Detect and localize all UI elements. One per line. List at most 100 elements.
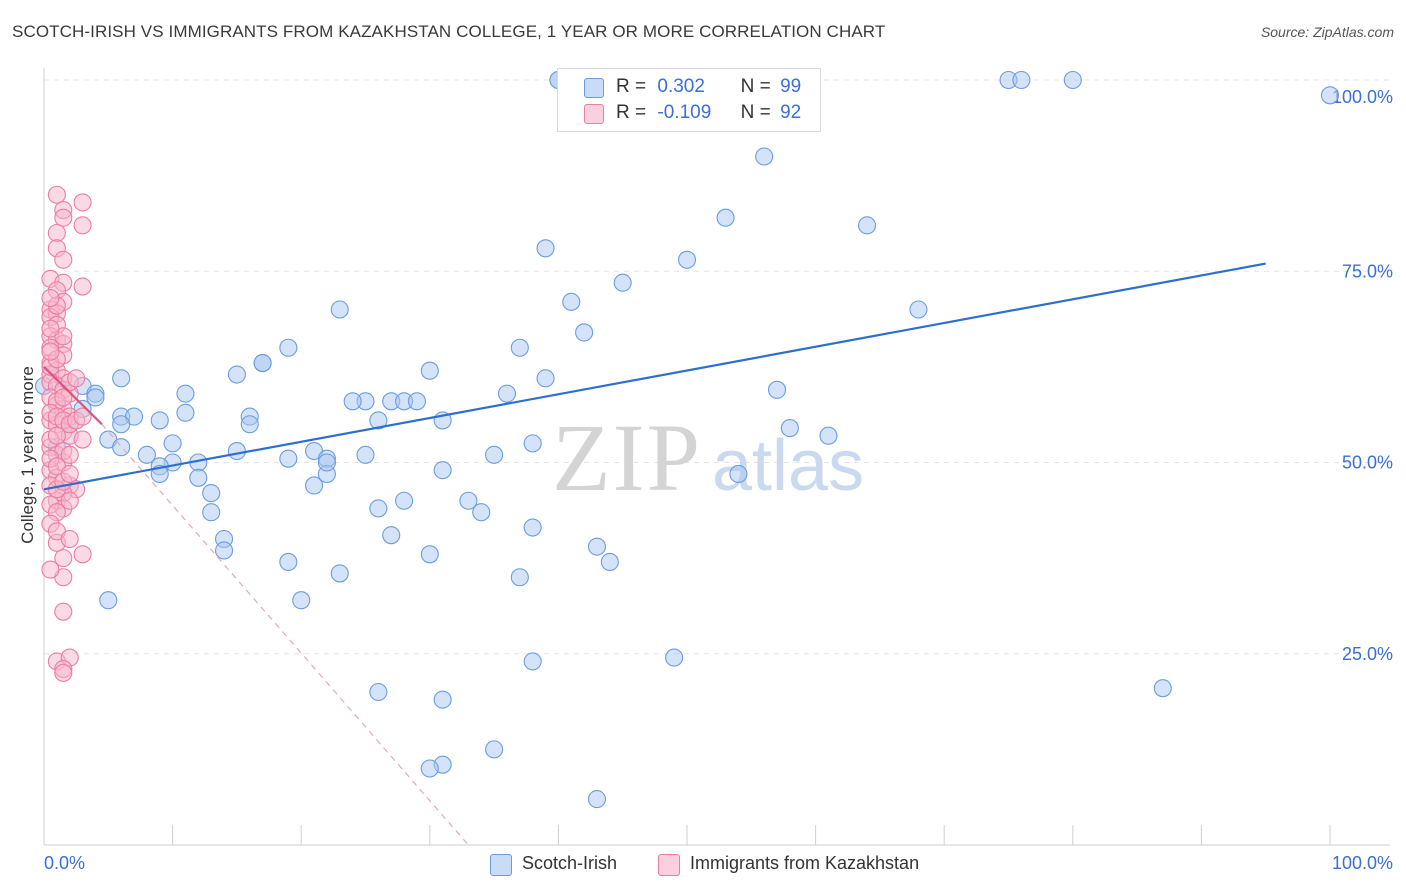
scotch-irish-point [1153, 679, 1172, 698]
x-tick-label: 0.0% [44, 853, 85, 873]
x-tick-label: 100.0% [1332, 853, 1393, 873]
scotch-irish-point [536, 239, 555, 258]
legend-text-kazakhstan: R = -0.109 N = 92 [616, 102, 801, 124]
scotch-irish-point [523, 434, 542, 453]
kazakhstan-point [60, 464, 79, 484]
scotch-irish-point [202, 484, 221, 503]
kazakhstan-point [54, 602, 73, 621]
scotch-irish-point [382, 526, 401, 545]
legend-n-label: N = [740, 76, 771, 97]
scotch-irish-trend-line [43, 262, 1266, 491]
kazakhstan-point [60, 529, 79, 549]
kazakhstan-point [41, 288, 60, 308]
scotch-irish-point [575, 323, 594, 342]
scotch-irish-point [330, 564, 349, 583]
y-tick-label: 25.0% [1342, 644, 1393, 664]
chart-title: SCOTCH-IRISH VS IMMIGRANTS FROM KAZAKHST… [12, 22, 886, 41]
source-label: Source: ZipAtlas.com [1260, 24, 1394, 40]
kazakhstan-point [54, 388, 73, 407]
kazakhstan-point [41, 319, 60, 338]
kazakhstan-point [60, 445, 79, 464]
scotch-irish-point [356, 445, 375, 464]
kazakhstan-point [73, 277, 92, 296]
scotch-irish-point [240, 415, 259, 434]
scotch-irish-point [819, 426, 838, 445]
legend-n-value: 99 [780, 76, 802, 97]
kazakhstan-point [73, 407, 92, 426]
scotch-irish-point [767, 380, 787, 399]
kazakhstan-point [54, 663, 73, 682]
scotch-irish-point [485, 740, 504, 759]
kazakhstan-point [54, 208, 73, 227]
scotch-irish-point [163, 434, 182, 453]
scotch-irish-point [1063, 70, 1082, 90]
scotch-irish-point [909, 300, 928, 319]
y-tick-label: 100.0% [1332, 87, 1393, 107]
scotch-irish-point [189, 468, 208, 487]
kazakhstan-point [73, 193, 92, 212]
kazakhstan-point [47, 223, 66, 243]
kazakhstan-point [73, 216, 92, 235]
kazakhstan-point [73, 430, 92, 449]
watermark-zip: ZIP [552, 404, 702, 511]
scotch-irish-point [600, 552, 619, 572]
scotch-irish-point [99, 591, 118, 610]
kazakhstan-point [54, 549, 73, 568]
kazakhstan-point [41, 342, 60, 361]
scotch-irish-point [407, 392, 426, 411]
scotch-irish-point [857, 216, 877, 235]
scotch-irish-point [472, 503, 491, 522]
scotch-irish-point [459, 491, 478, 510]
scotch-irish-point [587, 537, 607, 556]
scotch-irish-point [369, 411, 388, 430]
legend-swatch-pink [584, 104, 604, 124]
scotch-irish-point [369, 499, 388, 518]
scotch-irish-point [292, 591, 311, 610]
kazakhstan-trend-extension [101, 423, 469, 846]
kazakhstan-point [47, 426, 66, 445]
scotch-irish-point [613, 273, 632, 292]
scotch-irish-point [279, 449, 298, 468]
kazakhstan-trend-line [43, 366, 103, 426]
kazakhstan-point [60, 491, 79, 510]
scotch-irish-point [677, 250, 697, 269]
scotch-irish-point [176, 403, 195, 422]
scotch-irish-point [279, 552, 298, 572]
legend-r-label: R = [616, 102, 647, 123]
scotch-irish-point [112, 415, 131, 434]
y-tick-label: 75.0% [1342, 261, 1393, 281]
kazakhstan-point [73, 545, 92, 564]
kazakhstan-point [54, 250, 73, 269]
scotch-irish-point [86, 388, 105, 407]
scotch-irish-point [150, 411, 169, 430]
scotch-irish-point [433, 690, 452, 709]
kazakhstan-point [41, 560, 60, 579]
scotch-irish-point [330, 300, 349, 319]
scotch-irish-point [420, 545, 439, 564]
legend-text-scotch-irish: R = 0.302 N = 99 [616, 76, 801, 98]
bottom-legend-label: Scotch-Irish [522, 853, 618, 873]
scotch-irish-point [343, 392, 362, 411]
scotch-irish-point [729, 464, 748, 484]
scotch-irish-point [112, 369, 131, 388]
scotch-irish-point [755, 147, 774, 166]
scotch-irish-point [510, 568, 529, 587]
scotch-irish-point [780, 419, 799, 438]
scotch-irish-point [420, 759, 439, 778]
scotch-irish-point [369, 682, 388, 702]
bottom-swatch-pink [658, 854, 680, 876]
scotch-irish-point [305, 476, 324, 495]
scotch-irish-point [497, 384, 517, 403]
scotch-irish-point [253, 353, 272, 373]
scotch-irish-point [1012, 70, 1031, 90]
scotch-irish-point [1320, 86, 1340, 105]
scotch-irish-point [279, 338, 298, 357]
scotch-irish-point [523, 652, 542, 671]
scotch-irish-point [716, 208, 735, 227]
scotch-irish-point [202, 503, 221, 522]
y-tick-label: 50.0% [1342, 453, 1393, 473]
scotch-irish-point [536, 369, 555, 388]
scotch-irish-point [227, 365, 246, 384]
bottom-swatch-blue [490, 854, 512, 876]
